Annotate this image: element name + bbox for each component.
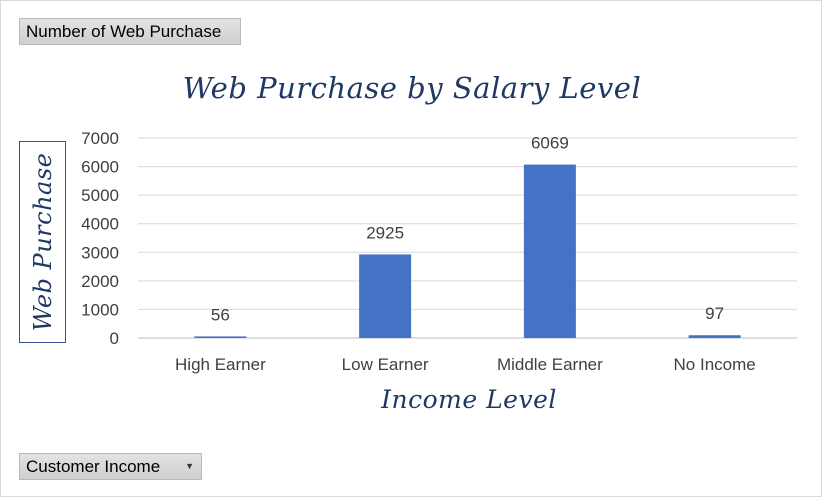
bar (523, 164, 576, 338)
data-label: 56 (211, 305, 230, 324)
x-tick-label: No Income (674, 355, 756, 374)
field-button-label: Customer Income (26, 457, 161, 476)
y-tick-label: 1000 (81, 300, 119, 319)
y-tick-label: 6000 (81, 158, 119, 177)
bar (688, 335, 741, 338)
dropdown-arrow-icon[interactable]: ▼ (185, 461, 194, 471)
x-tick-label: High Earner (175, 355, 266, 374)
data-label: 2925 (366, 223, 404, 242)
customer-income-filter-button[interactable]: Customer Income ▼ (19, 453, 202, 480)
x-tick-label: Low Earner (342, 355, 429, 374)
values-field-button[interactable]: Number of Web Purchase (19, 18, 241, 45)
y-axis-title-box: Web Purchase (19, 141, 66, 343)
data-label: 6069 (531, 134, 569, 153)
y-tick-label: 3000 (81, 243, 119, 262)
data-label: 97 (705, 304, 724, 323)
bar (194, 336, 247, 338)
y-tick-label: 0 (110, 329, 119, 348)
chart-title: Web Purchase by Salary Level (182, 71, 642, 105)
y-tick-label: 7000 (81, 129, 119, 148)
bar (359, 254, 412, 338)
y-tick-label: 2000 (81, 272, 119, 291)
x-axis-title: Income Level (381, 385, 557, 414)
x-tick-label: Middle Earner (497, 355, 603, 374)
y-tick-label: 5000 (81, 186, 119, 205)
y-tick-label: 4000 (81, 215, 119, 234)
